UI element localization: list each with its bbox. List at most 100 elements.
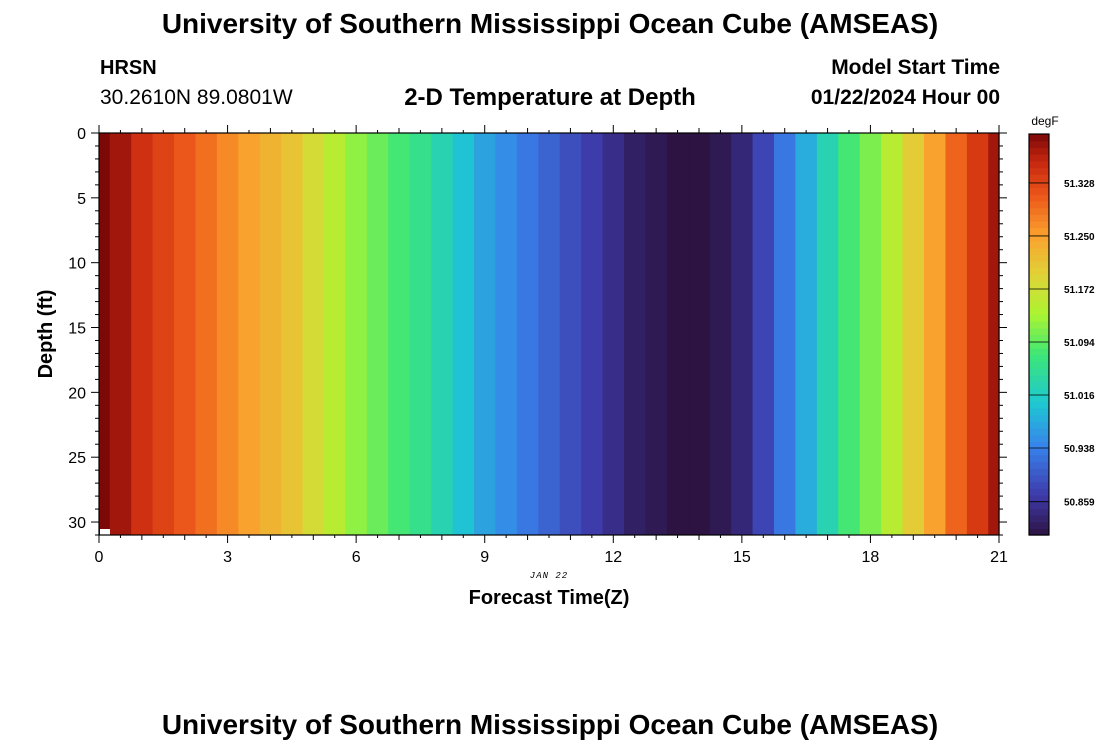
colorbar-segment <box>1029 274 1049 282</box>
y-tick-label: 20 <box>68 385 86 402</box>
colorbar-tick-label: 50.859 <box>1064 498 1095 509</box>
heatmap-cell <box>881 133 904 535</box>
heatmap-cell <box>645 133 668 535</box>
x-tick-label: 3 <box>223 549 232 566</box>
model-start-label: Model Start Time <box>831 56 1000 79</box>
plot-title: 2-D Temperature at Depth <box>404 84 696 111</box>
colorbar-segment <box>1029 387 1049 396</box>
heatmap-cell <box>99 133 111 535</box>
heatmap-cell <box>366 133 389 535</box>
y-tick-label: 10 <box>68 256 86 273</box>
heatmap-cell <box>216 133 239 535</box>
colorbar-segment <box>1029 147 1049 155</box>
colorbar-segment <box>1029 461 1049 469</box>
heatmap-cell <box>409 133 432 535</box>
colorbar-segment <box>1029 488 1049 496</box>
colorbar-segment <box>1029 474 1049 483</box>
colorbar-frame <box>1028 133 1050 536</box>
y-tick-label: 0 <box>77 126 86 143</box>
colorbar-segment <box>1029 354 1049 362</box>
heatmap-cell <box>452 133 475 535</box>
heatmap-cell <box>581 133 604 535</box>
heatmap-cell <box>709 133 732 535</box>
colorbar-segment <box>1029 367 1049 376</box>
colorbar-segment <box>1029 528 1049 536</box>
heatmap-cell <box>559 133 582 535</box>
colorbar-segment <box>1029 454 1049 463</box>
colorbar-tick-label: 50.938 <box>1064 444 1095 455</box>
heatmap-cell <box>602 133 625 535</box>
heatmap-cell <box>838 133 861 535</box>
heatmap-cell <box>945 133 968 535</box>
colorbar-segment <box>1029 287 1049 295</box>
heatmap-cell <box>624 133 647 535</box>
colorbar-segment <box>1029 154 1049 162</box>
colorbar-segment <box>1029 307 1049 316</box>
colorbar-segment <box>1029 174 1049 182</box>
colorbar-segment <box>1029 180 1049 189</box>
colorbar-segment <box>1029 220 1049 229</box>
colorbar-segment <box>1029 247 1049 255</box>
heatmap-cell <box>902 133 925 535</box>
x-tick-label: 15 <box>733 549 751 566</box>
heatmap-cell <box>302 133 325 535</box>
colorbar-segment <box>1029 194 1049 202</box>
x-tick-label: 6 <box>352 549 361 566</box>
colorbar-units-label: degF <box>1031 114 1058 128</box>
colorbar-segment <box>1029 327 1049 336</box>
colorbar-segment <box>1029 294 1049 302</box>
colorbar-segment <box>1029 334 1049 342</box>
heatmap-cell <box>666 133 689 535</box>
heatmap-cell <box>859 133 882 535</box>
heatmap-cell <box>924 133 947 535</box>
colorbar-segment <box>1029 414 1049 422</box>
missing-data-cell <box>100 529 110 535</box>
colorbar-segment <box>1029 301 1049 309</box>
colorbar-segment <box>1029 494 1049 503</box>
heatmap-cell <box>752 133 775 535</box>
colorbar-segment <box>1029 187 1049 195</box>
heatmap-cell <box>109 133 132 535</box>
y-axis-label: Depth (ft) <box>35 290 57 379</box>
heatmap-cell <box>516 133 539 535</box>
heatmap-cell <box>131 133 154 535</box>
heatmap-cell <box>474 133 497 535</box>
heatmap-cell <box>966 133 989 535</box>
heatmap-cell <box>795 133 818 535</box>
y-tick-label: 30 <box>68 515 86 532</box>
colorbar-segment <box>1029 434 1049 443</box>
colorbar-segment <box>1029 508 1049 516</box>
colorbar-segment <box>1029 281 1049 289</box>
heatmap-cell <box>174 133 197 535</box>
y-tick-label: 25 <box>68 450 86 467</box>
heatmap-cell <box>688 133 711 535</box>
colorbar-segment <box>1029 514 1049 523</box>
heatmap-cell <box>324 133 347 535</box>
heatmap-cell <box>195 133 218 535</box>
colorbar-segment <box>1029 341 1049 349</box>
colorbar-segment <box>1029 234 1049 242</box>
colorbar-segment <box>1029 267 1049 275</box>
colorbar-segment <box>1029 374 1049 382</box>
colorbar-tick-label: 51.094 <box>1064 338 1095 349</box>
colorbar-segment <box>1029 394 1049 402</box>
colorbar-segment <box>1029 200 1049 209</box>
colorbar-segment <box>1029 260 1049 269</box>
heatmap-cell <box>988 133 1000 535</box>
y-tick-label: 15 <box>68 321 86 338</box>
heatmap-cell <box>731 133 754 535</box>
colorbar-segment <box>1029 240 1049 249</box>
colorbar-segment <box>1029 401 1049 409</box>
colorbar-tick-label: 51.250 <box>1064 232 1095 243</box>
colorbar-segment <box>1029 227 1049 235</box>
colorbar-segment <box>1029 347 1049 356</box>
x-tick-label: 18 <box>862 549 880 566</box>
y-tick-label: 5 <box>77 191 86 208</box>
x-tick-label: 0 <box>95 549 104 566</box>
colorbar-segment <box>1029 501 1049 509</box>
x-axis-label: Forecast Time(Z) <box>469 587 630 609</box>
heatmap-cell <box>259 133 282 535</box>
page-title: University of Southern Mississippi Ocean… <box>161 8 939 39</box>
heatmap-cell <box>238 133 261 535</box>
